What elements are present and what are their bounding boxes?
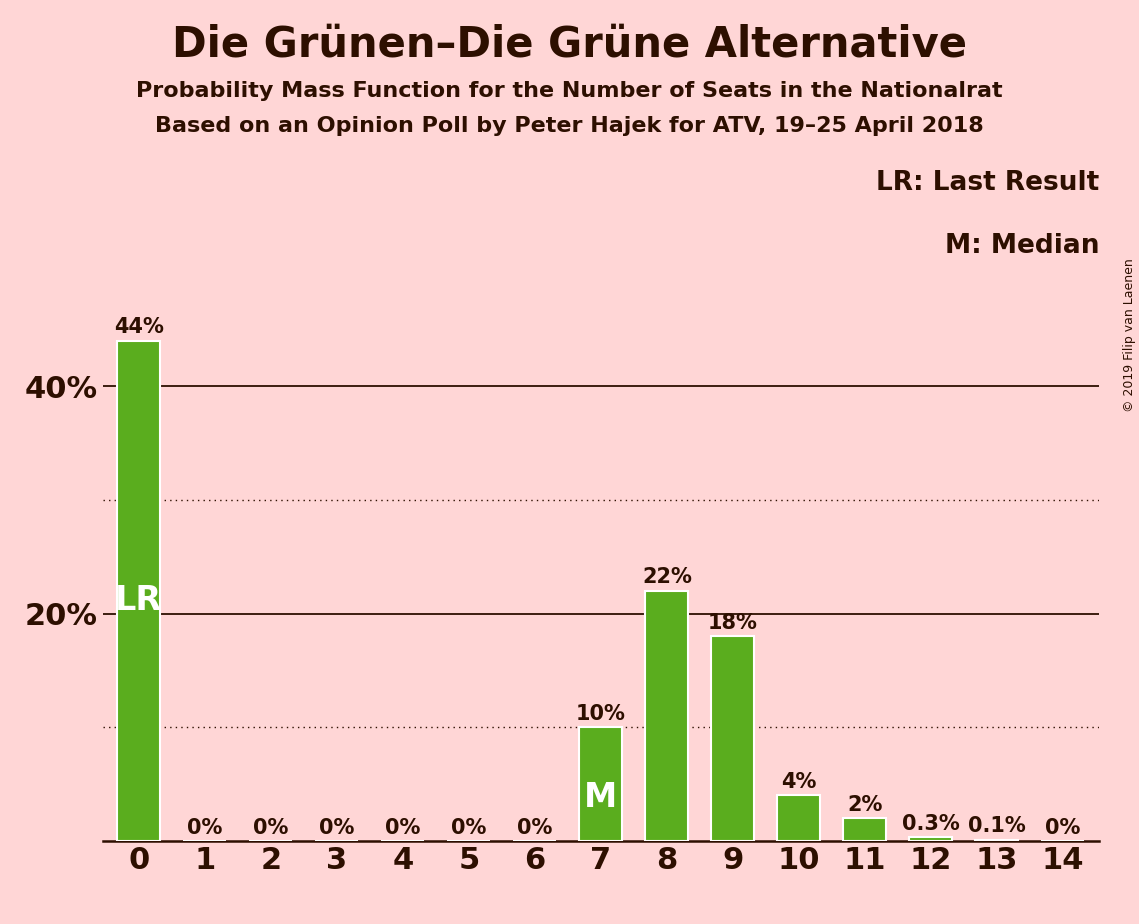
Bar [975, 840, 1018, 841]
Text: 18%: 18% [707, 613, 757, 633]
Text: Die Grünen–Die Grüne Alternative: Die Grünen–Die Grüne Alternative [172, 23, 967, 65]
Text: © 2019 Filip van Laenen: © 2019 Filip van Laenen [1123, 259, 1136, 412]
Text: M: M [584, 781, 617, 814]
Text: 0.3%: 0.3% [902, 814, 960, 834]
Text: M: Median: M: Median [944, 233, 1099, 259]
Text: 0%: 0% [253, 818, 288, 838]
Bar [580, 727, 622, 841]
Bar [778, 796, 820, 841]
Text: 22%: 22% [642, 567, 691, 588]
Bar [646, 590, 688, 841]
Bar [909, 837, 952, 841]
Bar [843, 818, 886, 841]
Text: 4%: 4% [781, 772, 817, 792]
Text: Probability Mass Function for the Number of Seats in the Nationalrat: Probability Mass Function for the Number… [137, 81, 1002, 102]
Text: 0%: 0% [319, 818, 354, 838]
Text: 0%: 0% [385, 818, 420, 838]
Text: 0%: 0% [187, 818, 222, 838]
Text: 0%: 0% [451, 818, 486, 838]
Text: 10%: 10% [576, 704, 625, 723]
Text: 44%: 44% [114, 317, 164, 337]
Text: 0.1%: 0.1% [968, 816, 1026, 836]
Text: 0%: 0% [517, 818, 552, 838]
Text: Based on an Opinion Poll by Peter Hajek for ATV, 19–25 April 2018: Based on an Opinion Poll by Peter Hajek … [155, 116, 984, 136]
Text: LR: Last Result: LR: Last Result [876, 170, 1099, 196]
Bar [712, 637, 754, 841]
Bar [117, 341, 161, 841]
Text: LR: LR [115, 584, 163, 617]
Text: 0%: 0% [1046, 818, 1081, 838]
Text: 2%: 2% [847, 795, 883, 815]
